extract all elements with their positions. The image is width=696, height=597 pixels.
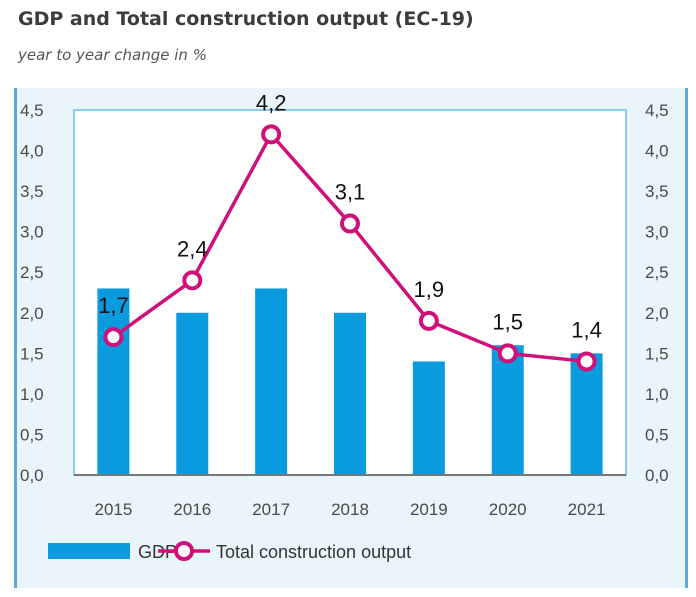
data-label: 4,2 [256,90,287,115]
data-label: 2,4 [177,236,208,261]
y-tick-left: 1,0 [20,385,44,404]
legend-line-label: Total construction output [216,542,411,562]
y-tick-right: 3,5 [645,182,669,201]
y-tick-left: 0,0 [20,466,44,485]
y-tick-left: 4,5 [20,101,44,120]
gdp-bar [176,312,209,475]
data-label: 1,5 [492,309,523,334]
construction-point [497,343,518,364]
y-tick-left: 0,5 [20,425,44,444]
gdp-bar [491,345,524,475]
x-tick: 2020 [489,500,527,519]
gdp-bar [412,361,445,475]
y-tick-right: 0,5 [645,425,669,444]
x-tick: 2019 [410,500,448,519]
x-tick: 2021 [568,500,606,519]
y-tick-right: 4,5 [645,101,669,120]
x-tick: 2017 [252,500,290,519]
y-tick-left: 2,5 [20,263,44,282]
data-label: 3,1 [335,180,366,205]
data-label: 1,9 [414,277,445,302]
legend-gdp-swatch [48,543,130,559]
construction-point [103,327,124,348]
y-tick-right: 4,0 [645,142,669,161]
y-tick-right: 0,0 [645,466,669,485]
x-tick: 2016 [173,500,211,519]
gdp-bar [97,288,130,475]
construction-point [261,124,282,145]
y-tick-right: 1,5 [645,344,669,363]
legend-gdp-label: GDP [138,542,177,562]
gdp-bar [570,353,603,475]
y-tick-left: 3,0 [20,223,44,242]
y-tick-left: 2,0 [20,304,44,323]
chart-title: GDP and Total construction output (EC-19… [18,8,474,30]
data-label: 1,7 [98,293,129,318]
y-tick-left: 1,5 [20,344,44,363]
construction-point [182,270,203,291]
y-tick-left: 3,5 [20,182,44,201]
gdp-bar [255,288,288,475]
construction-point [340,213,360,234]
y-tick-left: 4,0 [20,142,44,161]
gdp-bar [334,312,366,475]
y-tick-right: 3,0 [645,223,669,242]
y-tick-right: 2,0 [645,304,669,323]
construction-point [576,351,597,372]
legend-line-marker [174,541,194,561]
y-tick-right: 1,0 [645,385,669,404]
data-label: 1,4 [571,317,602,342]
y-tick-right: 2,5 [645,263,669,282]
chart-subtitle: year to year change in % [18,46,207,64]
x-tick: 2015 [95,500,133,519]
x-tick: 2018 [331,500,369,519]
construction-point [418,310,439,331]
